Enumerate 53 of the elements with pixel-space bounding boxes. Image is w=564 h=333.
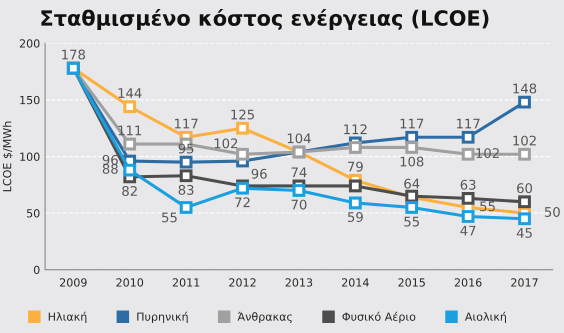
y-tick-label: 0: [34, 266, 40, 274]
x-tick-label: 2016: [454, 278, 482, 287]
data-label: 88: [102, 164, 118, 174]
data-label: 79: [348, 162, 363, 172]
x-tick-label: 2013: [286, 278, 312, 287]
x-tick-label: 2009: [60, 278, 87, 287]
data-label: 178: [62, 50, 86, 60]
data-label: 112: [344, 124, 367, 134]
y-tick-label: 150: [20, 96, 40, 104]
x-tick-label: 2017: [511, 278, 538, 287]
x-tick-label: 2012: [229, 278, 256, 287]
legend-label: Αιολική: [464, 312, 506, 323]
y-tick-label: 100: [20, 152, 40, 161]
data-label: 74: [292, 167, 307, 178]
data-label: 72: [235, 197, 250, 208]
data-label: 59: [348, 212, 363, 222]
data-label: 96: [252, 168, 267, 179]
y-axis-title: LCOE $/MWh: [2, 122, 13, 192]
y-tick-label: 200: [20, 39, 40, 48]
data-label: 104: [288, 133, 311, 144]
data-label: 144: [118, 88, 142, 98]
data-label: 111: [118, 126, 142, 136]
legend-label: Ηλιακή: [48, 312, 86, 323]
data-label: 96: [102, 154, 118, 165]
data-label: 47: [460, 226, 476, 236]
data-label: 64: [404, 178, 420, 189]
data-label: 82: [122, 186, 137, 196]
data-label: 102: [214, 138, 238, 148]
data-label: 50: [544, 206, 560, 217]
chart-title: Σταθμισμένο κόστος ενέργειας (LCOE): [41, 8, 488, 30]
x-tick-label: 2011: [172, 278, 200, 287]
legend-label: Πυρηνική: [137, 312, 188, 323]
data-label: 108: [400, 156, 424, 167]
data-label: 117: [174, 118, 198, 128]
data-label: 117: [456, 118, 480, 128]
x-tick-label: 2010: [116, 278, 144, 287]
data-label: 55: [404, 216, 419, 227]
data-label: 45: [516, 228, 532, 238]
data-label: 102: [513, 136, 536, 146]
data-label: 70: [292, 200, 306, 210]
legend-label: Φυσικό Αέριο: [342, 312, 416, 323]
data-label: 102: [476, 148, 499, 158]
x-tick-label: 2015: [398, 278, 425, 287]
data-label: 125: [231, 110, 254, 120]
data-label: 55: [162, 212, 177, 222]
data-label: 148: [513, 84, 536, 94]
data-label: 60: [517, 183, 532, 194]
y-tick-label: 50: [26, 209, 40, 218]
x-tick-label: 2014: [342, 278, 369, 287]
legend-label: Άνθρακας: [238, 312, 292, 323]
data-label: 117: [400, 118, 424, 128]
data-label: 63: [460, 180, 476, 190]
data-label: 83: [178, 184, 194, 195]
